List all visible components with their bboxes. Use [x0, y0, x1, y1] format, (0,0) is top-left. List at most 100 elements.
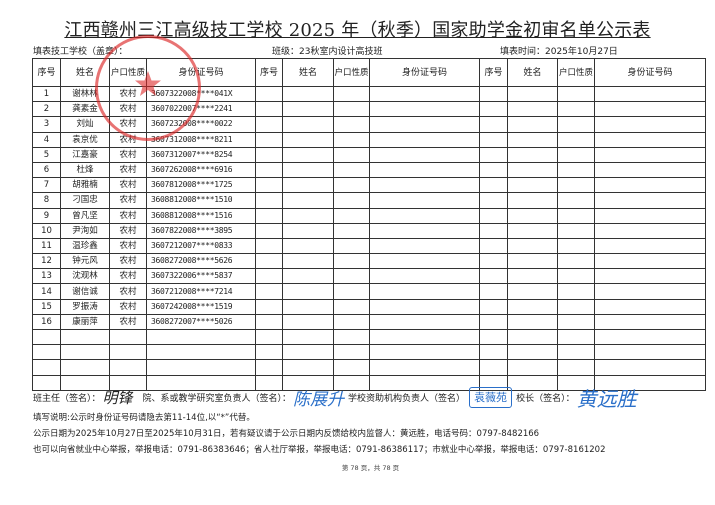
- cell-name: [507, 161, 558, 179]
- cell-hukou: [557, 207, 595, 224]
- cell-no: 14: [32, 283, 61, 300]
- cell-hukou: [333, 253, 370, 270]
- cell-name: [282, 298, 334, 315]
- cell-id: [369, 131, 480, 148]
- cell-no: [479, 283, 508, 300]
- cell-name: [507, 116, 558, 133]
- cell-no: [255, 116, 283, 133]
- cell-name: [282, 253, 334, 270]
- cell-id: 3607262008****6916: [146, 161, 256, 179]
- cell-id: [594, 344, 706, 361]
- cell-no: [255, 177, 283, 194]
- cell-hukou: [557, 298, 595, 315]
- teacher-signature: 明锋: [102, 388, 133, 407]
- cell-name: [282, 359, 334, 376]
- cell-no: [255, 146, 283, 163]
- cell-id: [369, 101, 480, 118]
- cell-hukou: [557, 146, 595, 163]
- cell-no: [255, 313, 283, 331]
- principal-signature: 黄远胜: [576, 386, 637, 411]
- cell-name: 刘灿: [60, 116, 110, 133]
- cell-name: [507, 344, 558, 361]
- cell-id: 3607212008****7214: [146, 283, 256, 300]
- cell-hukou: 农村: [109, 253, 147, 270]
- table-row: [32, 359, 706, 376]
- cell-name: [507, 298, 558, 315]
- column-header: 序号: [32, 58, 61, 87]
- cell-name: 龚素金: [60, 101, 110, 118]
- cell-hukou: [557, 283, 595, 300]
- table-row: 13 沈观林 农村 3607322006****5837: [32, 268, 706, 285]
- cell-hukou: [333, 237, 370, 255]
- cell-no: 10: [32, 222, 61, 239]
- cell-name: [507, 268, 558, 285]
- cell-hukou: 农村: [109, 101, 147, 118]
- cell-id: 3607242008****1519: [146, 298, 256, 315]
- cell-id: 3607812008****1725: [146, 177, 256, 194]
- cell-name: 胡雅楠: [60, 177, 110, 194]
- cell-name: [507, 222, 558, 239]
- cell-no: [255, 85, 283, 103]
- column-header: 户口性质: [333, 58, 370, 87]
- cell-hukou: 农村: [109, 192, 147, 209]
- cell-id: 3607322008****041X: [146, 85, 256, 103]
- cell-id: 3607822008****3895: [146, 222, 256, 239]
- cell-id: [369, 192, 480, 209]
- cell-id: 3608272007****5026: [146, 313, 256, 331]
- cell-no: [255, 222, 283, 239]
- principal-sign-label: 校长（签名）：: [516, 393, 575, 404]
- cell-no: 6: [32, 161, 61, 179]
- table-row: 11 温珍鑫 农村 3607212007****0833: [32, 237, 706, 255]
- cell-id: [146, 344, 256, 361]
- cell-no: [255, 131, 283, 148]
- page-number: 第 78 页，共 78 页: [341, 464, 400, 472]
- cell-name: [282, 161, 334, 179]
- cell-name: [282, 101, 334, 118]
- cell-name: 温珍鑫: [60, 237, 110, 255]
- cell-hukou: [557, 328, 595, 346]
- cell-name: [507, 192, 558, 209]
- cell-name: 康丽萍: [60, 313, 110, 331]
- table-row: 1 谢林林 农村 3607322008****041X: [32, 85, 706, 103]
- cell-hukou: [557, 177, 595, 194]
- student-table: 序号 姓名 户口性质 身份证号码 序号 姓名 户口性质 身份证号码 序号 姓名 户口性质 身份证号码 …: [32, 58, 706, 391]
- cell-hukou: [333, 116, 370, 133]
- signature-row: 班主任（签名）： 明锋 院、系或教学研究室负责人（签名）： 陈展升 学校资助机构…: [33, 384, 708, 411]
- cell-hukou: 农村: [109, 283, 147, 300]
- page-title: 江西赣州三江高级技工学校 2025 年（秋季）国家助学金初审名单公示表: [64, 20, 651, 41]
- cell-hukou: [333, 85, 370, 103]
- cell-name: 刁国忠: [60, 192, 110, 209]
- cell-id: 3607322006****5837: [146, 268, 256, 285]
- table-row: [32, 328, 706, 346]
- cell-no: [479, 344, 508, 361]
- cell-no: 16: [32, 313, 61, 331]
- cell-no: [32, 344, 61, 361]
- cell-name: 江嘉豪: [60, 146, 110, 163]
- cell-no: [479, 222, 508, 239]
- cell-name: [282, 344, 334, 361]
- cell-no: [479, 359, 508, 376]
- column-header: 姓名: [507, 58, 558, 87]
- cell-name: [507, 253, 558, 270]
- column-header: 姓名: [282, 58, 334, 87]
- column-header: 户口性质: [557, 58, 595, 87]
- cell-name: [282, 313, 334, 331]
- cell-id: [369, 177, 480, 194]
- cell-hukou: 农村: [109, 268, 147, 285]
- cell-hukou: [333, 222, 370, 239]
- cell-name: [282, 268, 334, 285]
- cell-hukou: [333, 192, 370, 209]
- cell-id: [594, 116, 706, 133]
- cell-name: [282, 146, 334, 163]
- cell-id: [594, 359, 706, 376]
- cell-no: 8: [32, 192, 61, 209]
- header-row: 序号 姓名 户口性质 身份证号码 序号 姓名 户口性质 身份证号码 序号 姓名 户口性质 身份证号码: [32, 58, 706, 87]
- cell-id: 3607212007****0833: [146, 237, 256, 255]
- cell-name: [282, 237, 334, 255]
- table-row: 8 刁国忠 农村 3608812008****1510: [32, 192, 706, 209]
- cell-id: 3608272008****5626: [146, 253, 256, 270]
- cell-no: [255, 161, 283, 179]
- cell-no: [479, 328, 508, 346]
- cell-hukou: [557, 161, 595, 179]
- cell-hukou: [333, 101, 370, 118]
